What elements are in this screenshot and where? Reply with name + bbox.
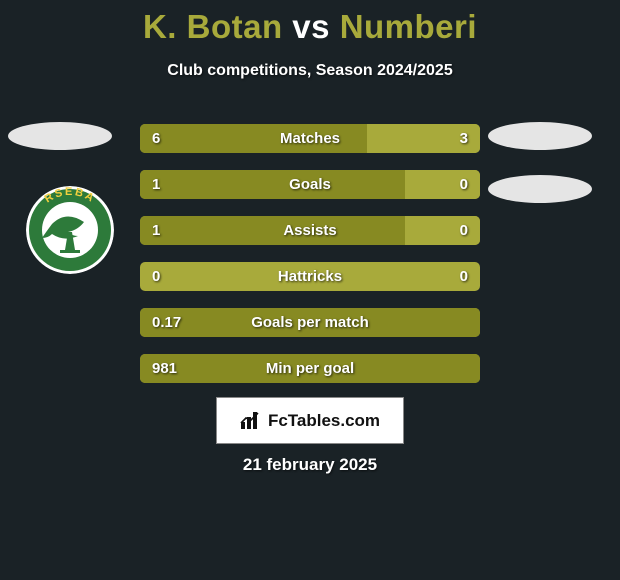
stat-row: 10Goals — [140, 170, 480, 199]
player2-silhouette-ellipse — [488, 122, 592, 150]
comparison-card: K. Botan vs Numberi Club competitions, S… — [0, 0, 620, 580]
player1-name: K. Botan — [143, 8, 283, 45]
player2-name: Numberi — [340, 8, 477, 45]
stat-label: Min per goal — [140, 354, 480, 383]
vs-text: vs — [292, 8, 330, 45]
stat-label: Matches — [140, 124, 480, 153]
stat-label: Goals per match — [140, 308, 480, 337]
subtitle: Club competitions, Season 2024/2025 — [0, 62, 620, 80]
crest-svg: RSEBA — [26, 186, 114, 274]
stat-row: 0.17Goals per match — [140, 308, 480, 337]
stat-row: 00Hattricks — [140, 262, 480, 291]
bars-icon — [240, 412, 262, 430]
title: K. Botan vs Numberi — [0, 8, 620, 46]
stat-row: 981Min per goal — [140, 354, 480, 383]
fctables-badge[interactable]: FcTables.com — [216, 397, 404, 444]
stat-label: Hattricks — [140, 262, 480, 291]
stat-row: 63Matches — [140, 124, 480, 153]
player1-silhouette-ellipse — [8, 122, 112, 150]
badge-text: FcTables.com — [268, 411, 380, 431]
stat-label: Goals — [140, 170, 480, 199]
player2-crest-ellipse — [488, 175, 592, 203]
date-text: 21 february 2025 — [0, 455, 620, 475]
player1-club-crest: RSEBA — [26, 186, 114, 274]
stat-row: 10Assists — [140, 216, 480, 245]
stat-label: Assists — [140, 216, 480, 245]
stats-bars: 63Matches 10Goals 10Assists 00Hattricks 0.17… — [140, 124, 480, 383]
